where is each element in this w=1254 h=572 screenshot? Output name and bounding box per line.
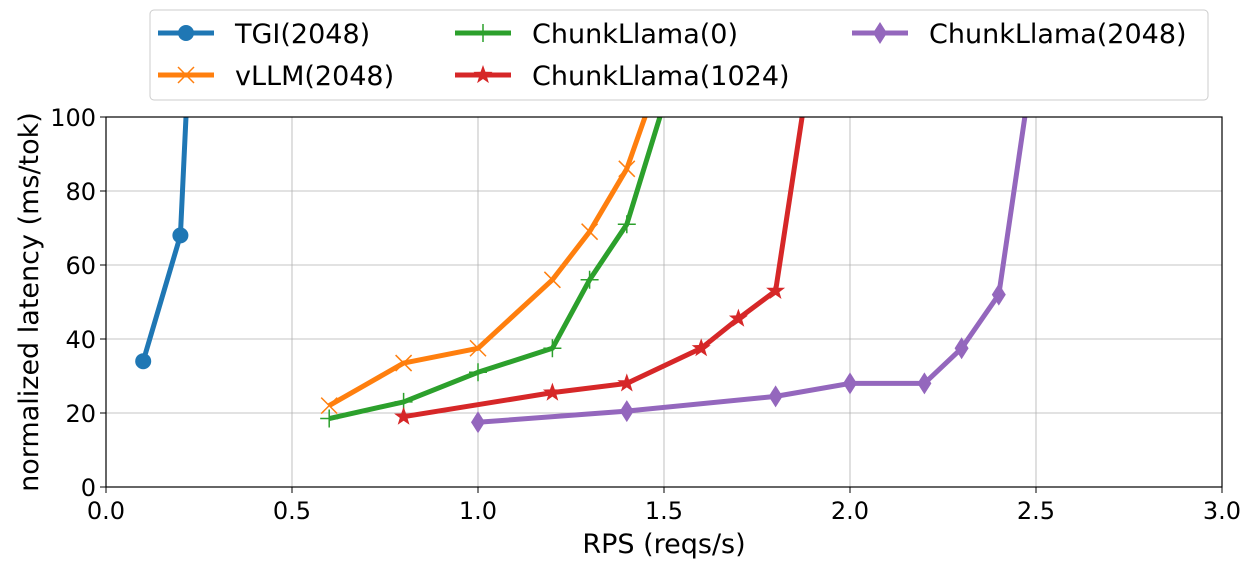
data-point <box>394 406 414 425</box>
x-tick-label: 1.0 <box>459 497 497 525</box>
data-point <box>395 354 413 372</box>
legend-label: ChunkLlama(1024) <box>532 61 790 92</box>
series-vllm-2048- <box>320 117 648 415</box>
legend-label: vLLM(2048) <box>235 61 394 92</box>
data-point <box>843 372 857 395</box>
data-point <box>172 227 189 244</box>
data-point <box>991 283 1006 306</box>
data-point <box>135 353 152 370</box>
series-chunkllama-0- <box>320 117 663 428</box>
grid <box>105 116 1223 488</box>
legend-label: ChunkLlama(2048) <box>929 19 1187 50</box>
data-point <box>691 338 711 357</box>
data-point <box>617 215 636 234</box>
legend-marker <box>178 25 194 41</box>
data-point <box>618 160 636 178</box>
x-axis-label: RPS (reqs/s) <box>582 529 745 560</box>
x-tick-label: 1.5 <box>645 497 683 525</box>
ticks: 0.0 0.5 1.0 1.5 2.0 2.5 3.0 0 20 40 60 80 100 <box>50 104 1241 525</box>
legend-marker <box>474 24 492 42</box>
y-axis-label: normalized latency (ms/tok) <box>14 112 45 492</box>
y-tick-label: 20 <box>65 400 96 428</box>
legend-marker <box>873 22 887 44</box>
data-point <box>469 339 487 357</box>
legend-entry: TGI(2048) <box>158 19 370 50</box>
data-point <box>954 337 969 360</box>
x-tick-label: 0.0 <box>87 497 125 525</box>
series-line <box>327 117 648 408</box>
series-chunkllama-1024- <box>394 117 805 425</box>
series-line <box>403 117 805 420</box>
data-point <box>469 363 487 382</box>
legend-label: ChunkLlama(0) <box>532 19 738 50</box>
legend-entry: ChunkLlama(0) <box>455 19 738 50</box>
legend: TGI(2048) vLLM(2048) ChunkLlama(0) ChunkLla… <box>149 9 1209 101</box>
legend-entry: ChunkLlama(2048) <box>852 19 1187 50</box>
data-point <box>542 382 562 401</box>
series-group <box>135 117 1028 434</box>
y-tick-label: 100 <box>50 104 96 132</box>
data-point <box>580 270 599 289</box>
legend-marker <box>177 66 195 84</box>
x-tick-label: 0.5 <box>273 497 311 525</box>
data-point <box>619 400 634 423</box>
series-line <box>477 117 1028 425</box>
data-point <box>581 223 599 241</box>
series-chunkllama-2048- <box>471 117 1028 434</box>
data-point <box>917 372 932 395</box>
x-tick-label: 2.5 <box>1017 497 1055 525</box>
data-point <box>728 308 748 327</box>
data-point <box>766 280 786 299</box>
y-tick-label: 0 <box>81 474 96 502</box>
x-tick-label: 2.0 <box>831 497 869 525</box>
legend-marker <box>473 65 493 84</box>
data-point <box>320 409 339 428</box>
legend-label: TGI(2048) <box>234 19 370 50</box>
series-tgi-2048- <box>135 117 189 370</box>
y-tick-label: 60 <box>65 252 96 280</box>
y-tick-label: 40 <box>65 326 96 354</box>
data-point <box>320 397 338 415</box>
data-point <box>617 373 637 392</box>
data-point <box>543 271 561 289</box>
y-tick-label: 80 <box>65 178 96 206</box>
series-line <box>328 117 663 422</box>
x-tick-label: 3.0 <box>1203 497 1241 525</box>
data-point <box>471 411 485 434</box>
data-point <box>543 339 562 358</box>
legend-entry: ChunkLlama(1024) <box>455 61 790 92</box>
data-point <box>768 385 783 408</box>
legend-entry: vLLM(2048) <box>158 61 394 92</box>
legend-box <box>149 9 1209 101</box>
